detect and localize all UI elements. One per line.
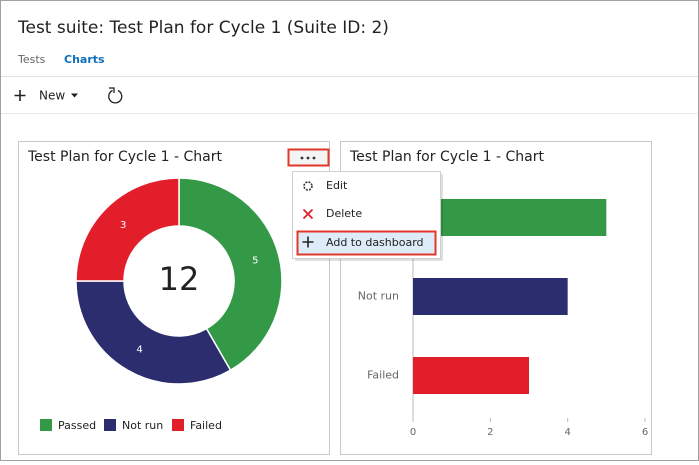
legend-swatch <box>172 419 184 431</box>
new-button[interactable]: New <box>14 89 79 103</box>
context-menu: Edit Delete Add to dashboard <box>292 171 443 261</box>
bar <box>413 357 529 394</box>
chart-title: Test Plan for Cycle 1 - Chart <box>349 149 545 165</box>
refresh-icon <box>108 89 123 104</box>
slice-label: 5 <box>252 256 258 267</box>
new-label: New <box>39 89 65 103</box>
menu-item[interactable]: Edit <box>303 179 348 192</box>
page-title: Test suite: Test Plan for Cycle 1 (Suite… <box>17 18 389 38</box>
dot <box>306 156 310 160</box>
refresh-button[interactable] <box>108 87 123 104</box>
legend-swatch <box>40 419 52 431</box>
more-button[interactable] <box>287 148 330 167</box>
slice-label: 4 <box>136 344 142 355</box>
refresh-arrow <box>109 87 115 93</box>
menu-label: Delete <box>326 207 362 220</box>
dot <box>300 156 304 160</box>
y-tick-label: Failed <box>367 369 399 382</box>
x-tick-label: 6 <box>642 427 648 438</box>
plus-icon <box>302 236 314 248</box>
tab-active[interactable]: Charts <box>64 53 105 66</box>
legend-label: Passed <box>58 419 96 432</box>
menu-highlight <box>296 230 437 256</box>
slice-label: 3 <box>120 220 126 231</box>
x-tick-label: 4 <box>564 427 570 438</box>
plus-icon <box>14 90 26 101</box>
menu-item[interactable]: Add to dashboard <box>296 230 437 256</box>
pie-slice <box>75 280 232 385</box>
center-total: 12 <box>159 260 200 298</box>
menu-label: Edit <box>326 179 348 192</box>
menu-item[interactable]: Delete <box>302 207 363 220</box>
y-tick-label: Not run <box>358 290 399 303</box>
delete-icon <box>302 208 314 220</box>
legend-swatch <box>104 419 116 431</box>
pie-slice <box>178 177 283 372</box>
legend-label: Not run <box>122 419 163 432</box>
bar <box>413 278 568 315</box>
menu-label: Add to dashboard <box>326 236 424 249</box>
dot <box>312 156 316 160</box>
chart-title: Test Plan for Cycle 1 - Chart <box>27 149 223 165</box>
legend-label: Failed <box>190 419 222 432</box>
dropdown-arrow <box>71 93 78 98</box>
x-tick-label: 0 <box>410 427 416 438</box>
pie-slice <box>75 177 180 282</box>
gear-icon <box>303 181 313 191</box>
x-tick-label: 2 <box>487 427 493 438</box>
bar <box>413 199 607 236</box>
tab[interactable]: Tests <box>17 53 46 66</box>
